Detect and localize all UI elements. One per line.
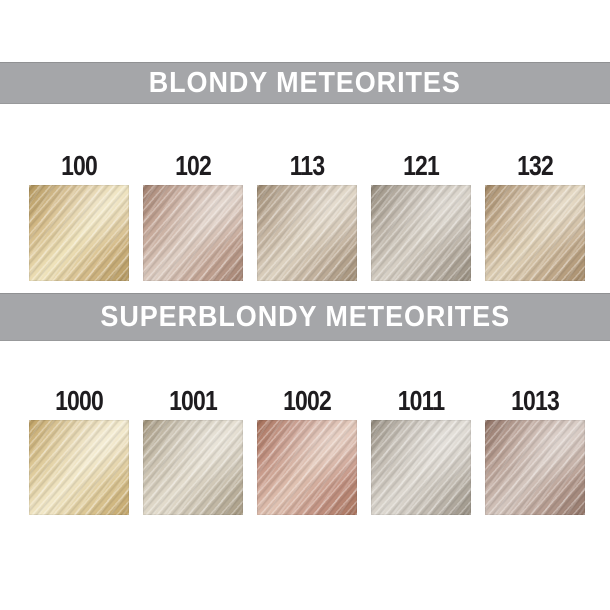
shade-code-label: 1002 (283, 385, 332, 416)
banner-blondy: BLONDY METEORITES (0, 62, 610, 104)
hair-swatch-1000 (29, 420, 129, 515)
hair-swatch-1001 (143, 420, 243, 515)
banner-superblondy-title: SUPERBLONDY METEORITES (100, 300, 510, 333)
hair-swatch-113 (257, 185, 357, 281)
shade-code-label: 113 (289, 150, 325, 181)
banner-superblondy: SUPERBLONDY METEORITES (0, 293, 610, 341)
shade-code-row-blondy: 100 102 113 121 132 (29, 151, 585, 181)
shade-code-label: 100 (61, 150, 98, 181)
hair-swatch-121 (371, 185, 471, 281)
banner-blondy-title: BLONDY METEORITES (148, 66, 462, 99)
hair-swatch-100 (29, 185, 129, 281)
hair-swatch-102 (143, 185, 243, 281)
hair-swatch-132 (485, 185, 585, 281)
shade-code-label: 1001 (169, 385, 218, 416)
shade-code-label: 1013 (511, 385, 560, 416)
shade-code-label: 102 (175, 150, 212, 181)
hair-swatch-1011 (371, 420, 471, 515)
shade-code-label: 1000 (55, 385, 104, 416)
swatch-row-blondy (29, 185, 585, 281)
swatch-row-superblondy (29, 420, 585, 515)
shade-code-row-superblondy: 1000 1001 1002 1011 1013 (29, 386, 585, 416)
hair-swatch-1002 (257, 420, 357, 515)
shade-code-label: 1011 (397, 385, 445, 416)
shade-code-label: 132 (517, 150, 554, 181)
shade-code-label: 121 (403, 150, 440, 181)
hair-swatch-1013 (485, 420, 585, 515)
